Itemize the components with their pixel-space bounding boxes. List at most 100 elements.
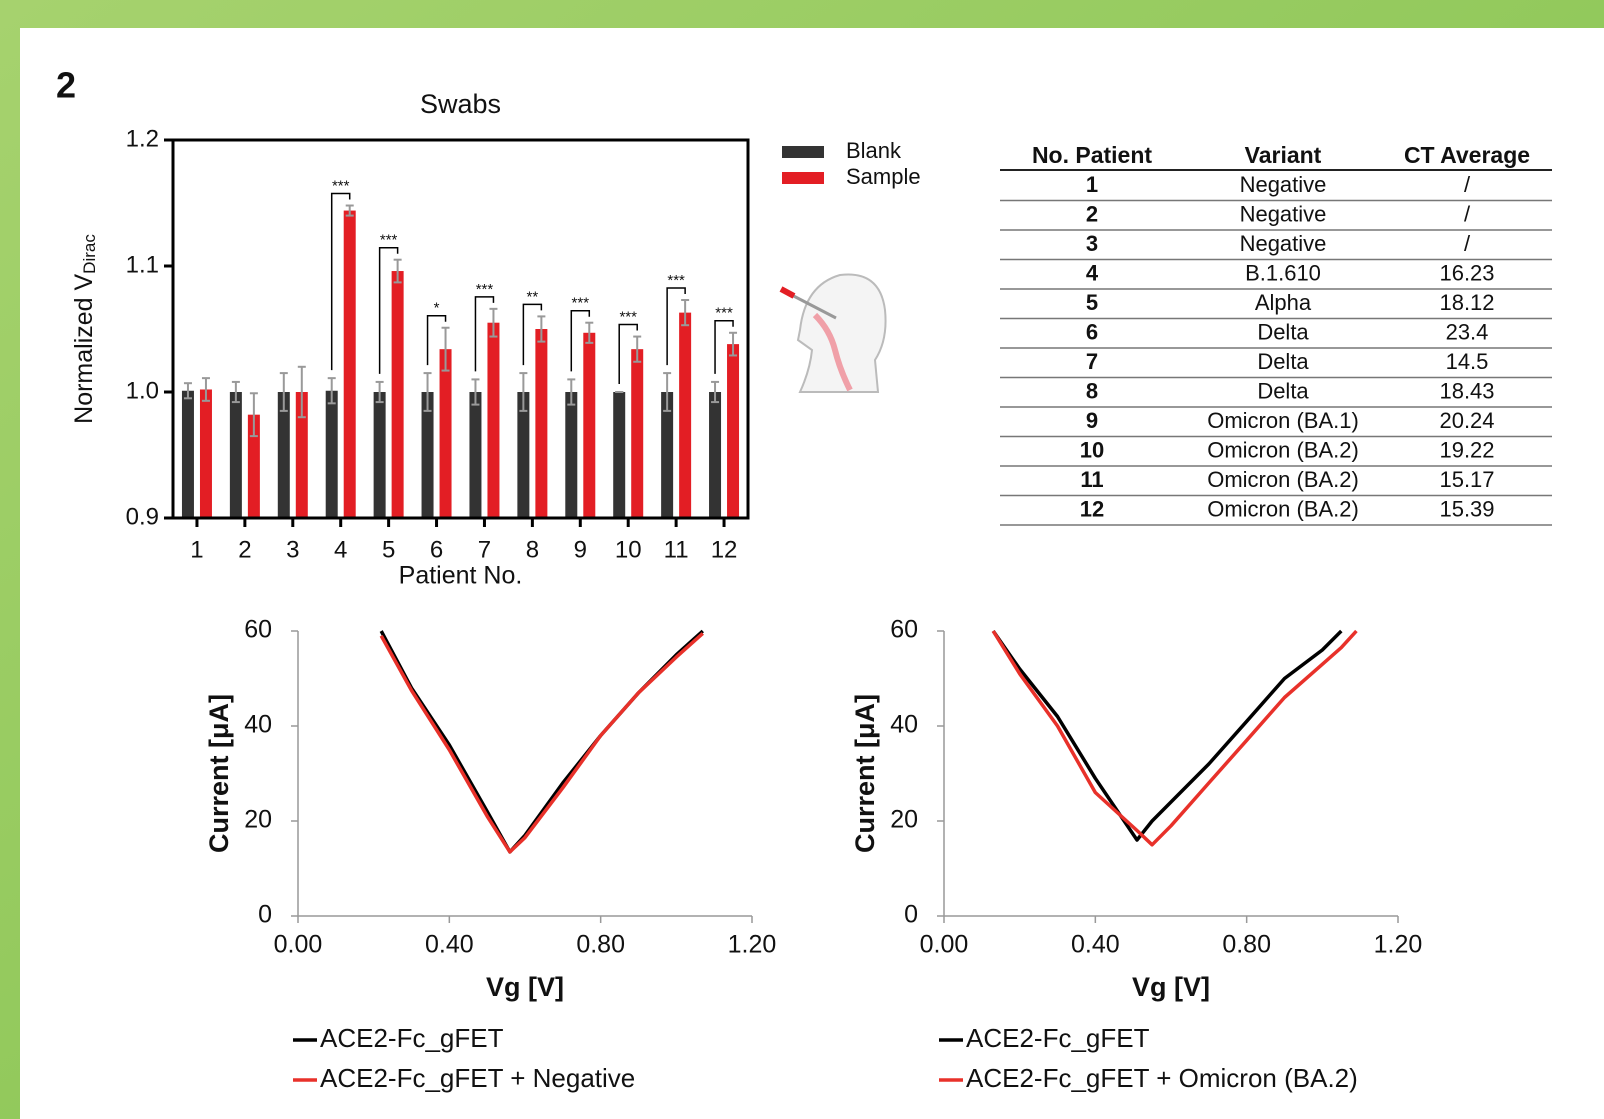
table-cell: B.1.610 (1245, 260, 1321, 285)
table-cell: 4 (1086, 260, 1099, 285)
table-cell: Negative (1240, 201, 1327, 226)
legend-label: ACE2-Fc_gFET (966, 1023, 1150, 1053)
table-cell: 7 (1086, 349, 1098, 374)
x-tick-label: 0.80 (576, 931, 625, 959)
x-tick-label: 6 (430, 536, 443, 563)
bar (469, 392, 481, 518)
significance-label: *** (619, 309, 637, 326)
table-cell: / (1464, 231, 1471, 256)
significance-label: *** (476, 281, 494, 298)
significance-label: *** (715, 305, 733, 322)
x-tick-label: 0.00 (920, 931, 969, 959)
y-tick-label: 1.0 (126, 377, 159, 404)
y-tick-label: 0 (904, 901, 918, 929)
x-tick-label: 0.80 (1222, 931, 1271, 959)
bar (679, 313, 691, 518)
significance-label: *** (332, 177, 350, 194)
x-tick-label: 2 (238, 536, 251, 563)
y-tick-label: 20 (244, 806, 272, 834)
bar (565, 392, 577, 518)
table-cell: 14.5 (1446, 349, 1489, 374)
table-header: CT Average (1404, 142, 1530, 168)
table-cell: 3 (1086, 231, 1098, 256)
y-axis-label-subscript: Dirac (80, 234, 99, 274)
legend-swatch (782, 146, 824, 158)
table-cell: 18.43 (1439, 378, 1494, 403)
table-cell: Alpha (1255, 290, 1312, 315)
bar (535, 329, 547, 518)
x-tick-label: 7 (478, 536, 491, 563)
x-tick-label: 1.20 (1374, 931, 1423, 959)
x-tick-label: 0.40 (1071, 931, 1120, 959)
table-cell: 15.39 (1439, 496, 1494, 521)
x-tick-label: 5 (382, 536, 395, 563)
table-cell: 5 (1086, 290, 1098, 315)
table-cell: 6 (1086, 319, 1098, 344)
panel-label: 2 (56, 65, 76, 106)
significance-label: *** (667, 272, 685, 289)
y-axis-label-main: Normalized V (70, 273, 98, 423)
x-tick-label: 1 (190, 536, 203, 563)
x-axis-label: Patient No. (399, 562, 523, 590)
significance-label: ** (527, 288, 539, 305)
x-axis-label: Vg [V] (1132, 972, 1210, 1002)
table-cell: 11 (1080, 467, 1103, 492)
bar (631, 349, 643, 518)
panel (20, 28, 1604, 1119)
table-cell: 19.22 (1439, 437, 1494, 462)
legend-label: ACE2-Fc_gFET + Omicron (BA.2) (966, 1063, 1358, 1093)
y-tick-label: 20 (890, 806, 918, 834)
table-cell: / (1464, 201, 1471, 226)
x-tick-label: 4 (334, 536, 347, 563)
table-cell: 10 (1080, 437, 1104, 462)
table-cell: 9 (1086, 408, 1098, 433)
table-cell: Negative (1240, 172, 1327, 197)
x-tick-label: 0.40 (425, 931, 474, 959)
y-tick-label: 1.2 (126, 125, 159, 152)
x-tick-label: 10 (615, 536, 642, 563)
table-cell: 8 (1086, 378, 1098, 403)
chart-title: Swabs (420, 89, 501, 119)
legend-label: ACE2-Fc_gFET (320, 1023, 504, 1053)
table-cell: Omicron (BA.2) (1207, 437, 1359, 462)
y-tick-label: 0.9 (126, 503, 159, 530)
figure: 2 No. Patient Variant CT Average 1 Negative /… (0, 0, 1604, 1119)
bar (487, 323, 499, 518)
table-cell: 12 (1080, 496, 1104, 521)
bar (230, 392, 242, 518)
bar (613, 392, 625, 518)
bar (200, 389, 212, 518)
table-cell: 18.12 (1439, 290, 1494, 315)
y-tick-label: 0 (258, 901, 272, 929)
table-cell: / (1464, 172, 1471, 197)
significance-label: *** (380, 232, 398, 249)
table-header: Variant (1245, 142, 1322, 168)
x-tick-label: 8 (526, 536, 539, 563)
bar (440, 349, 452, 518)
significance-label: *** (572, 295, 590, 312)
bar (727, 344, 739, 518)
table-header: No. Patient (1032, 142, 1152, 168)
table-cell: Negative (1240, 231, 1327, 256)
bar (344, 211, 356, 518)
x-axis-label: Vg [V] (486, 972, 564, 1002)
table-cell: 15.17 (1439, 467, 1494, 492)
table-cell: Delta (1257, 319, 1309, 344)
bar (392, 271, 404, 518)
y-axis-label: Current [μA] (204, 694, 234, 853)
legend-label: ACE2-Fc_gFET + Negative (320, 1063, 635, 1093)
x-tick-label: 9 (574, 536, 587, 563)
bar (374, 392, 386, 518)
table-cell: Delta (1257, 378, 1309, 403)
bar (709, 392, 721, 518)
y-axis-label: Current [μA] (850, 694, 880, 853)
y-tick-label: 40 (244, 711, 272, 739)
x-tick-label: 1.20 (728, 931, 777, 959)
legend-label: Blank (846, 138, 902, 163)
x-tick-label: 3 (286, 536, 299, 563)
x-tick-label: 0.00 (274, 931, 323, 959)
bar (182, 391, 194, 518)
bar (583, 333, 595, 518)
significance-label: * (434, 300, 440, 317)
bar (326, 391, 338, 518)
